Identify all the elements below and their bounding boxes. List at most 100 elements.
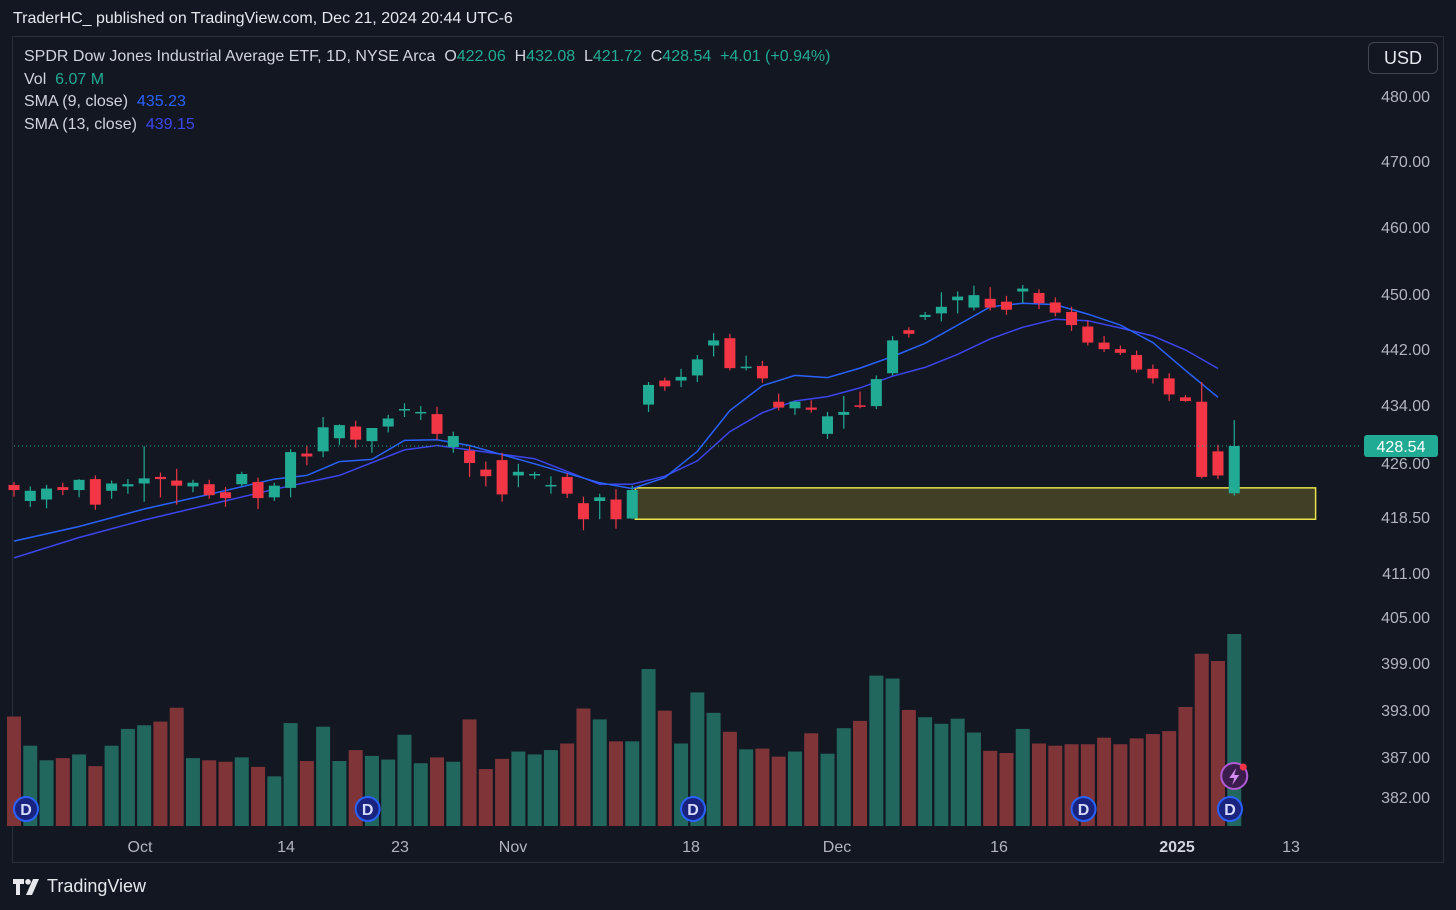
candle-body (789, 401, 801, 409)
candle-body (57, 487, 69, 491)
candle-body (838, 411, 850, 415)
support-zone-rectangle (634, 487, 1317, 520)
volume-bar (511, 751, 526, 826)
volume-bar (787, 751, 802, 826)
candle-body (1066, 311, 1078, 326)
volume-bar (592, 719, 607, 826)
volume-bar (413, 763, 428, 826)
candle-body (529, 473, 541, 476)
volume-bar (104, 745, 119, 826)
candle-body (805, 407, 817, 410)
time-axis: Oct 14 23 Nov 18 Dec 16 2025 13 (128, 839, 1300, 856)
time-tick-label: Nov (499, 839, 527, 856)
volume-bar (299, 761, 314, 826)
lightning-glyph (1229, 768, 1240, 785)
volume-bar (966, 732, 981, 826)
volume-bar (478, 769, 493, 826)
tradingview-logo[interactable]: TradingView (13, 876, 146, 897)
dividend-icon-letter: D (362, 802, 374, 819)
candle-layer (8, 284, 1240, 531)
dividend-icon[interactable]: D (1070, 796, 1097, 822)
price-tick-label: 442.00 (1381, 342, 1430, 359)
volume-bar (853, 720, 868, 826)
publisher-line: TraderHC_ published on TradingView.com, … (13, 10, 513, 27)
candle-body (1082, 326, 1094, 343)
currency-button[interactable]: USD (1368, 42, 1438, 74)
volume-bar (739, 749, 754, 826)
volume-bar (1145, 734, 1160, 826)
candle-body (89, 479, 101, 505)
candle-body (577, 503, 589, 520)
candle-body (594, 497, 606, 501)
volume-bar (771, 756, 786, 826)
notification-dot (1239, 763, 1247, 771)
candle-body (1212, 451, 1224, 476)
dividend-icon[interactable]: D (1216, 796, 1243, 822)
candle-body (301, 453, 313, 457)
volume-bar (820, 753, 835, 826)
volume-bar (381, 759, 396, 826)
candle-body (122, 484, 134, 487)
volume-bar (120, 728, 135, 826)
price-tick-label: 434.00 (1381, 398, 1430, 415)
volume-bar (397, 734, 412, 826)
time-tick-label: 13 (1282, 839, 1300, 856)
volume-bar (202, 760, 217, 826)
candle-body (41, 488, 53, 500)
dividend-icon-circle (13, 796, 39, 822)
candle-body (984, 298, 996, 308)
volume-bar (316, 726, 331, 826)
dividend-icon-letter: D (1078, 802, 1090, 819)
brand-name: TradingView (47, 876, 147, 896)
candle-body (643, 384, 655, 405)
candle-body (285, 452, 297, 488)
volume-bar (804, 733, 819, 826)
dividend-icon[interactable]: D (680, 796, 707, 822)
candle-body (415, 411, 427, 414)
price-tick-label: 382.00 (1381, 790, 1430, 807)
candle-body (447, 436, 459, 447)
last-price-label: 428.54 (1377, 439, 1426, 456)
candle-body (398, 409, 410, 411)
candle-body (203, 484, 215, 496)
volume-bar (446, 761, 461, 826)
volume-bar (527, 754, 542, 826)
candle-body (675, 376, 687, 381)
volume-bar (1210, 661, 1225, 826)
candle-body (659, 380, 671, 387)
time-tick-label: Dec (823, 839, 851, 856)
time-tick-label: 16 (990, 839, 1008, 856)
tradingview-logo-icon (13, 878, 39, 895)
volume-bar (576, 708, 591, 826)
candle-body (1131, 355, 1143, 370)
candle-body (610, 499, 622, 520)
volume-bar (332, 761, 347, 826)
dividend-icon-circle (1216, 796, 1243, 822)
volume-bar (755, 748, 770, 826)
dividend-icon[interactable]: D (13, 796, 39, 822)
time-tick-label: 23 (391, 839, 409, 856)
candle-body (496, 460, 508, 495)
volume-bar (706, 712, 721, 826)
candle-body (903, 330, 915, 334)
volume-bar (1129, 738, 1144, 826)
volume-bar (950, 718, 965, 826)
price-axis: 428.54 480.00 470.00 460.00 450.00 442.00 434.… (14, 89, 1438, 807)
candle-body (870, 379, 882, 407)
dividend-icon[interactable]: D (354, 796, 381, 822)
price-tick-label: 480.00 (1381, 89, 1430, 106)
candle-body (1163, 378, 1175, 395)
volume-bar (1097, 737, 1112, 826)
lightning-icon[interactable] (1220, 762, 1249, 790)
candle-body (236, 473, 248, 485)
candle-body (1017, 288, 1029, 292)
candle-body (968, 295, 980, 308)
volume-bar (885, 678, 900, 826)
volume-bar (72, 754, 87, 826)
volume-bar (218, 761, 233, 826)
candle-body (854, 405, 866, 407)
volume-bar (901, 709, 916, 826)
volume-bar (39, 760, 54, 826)
